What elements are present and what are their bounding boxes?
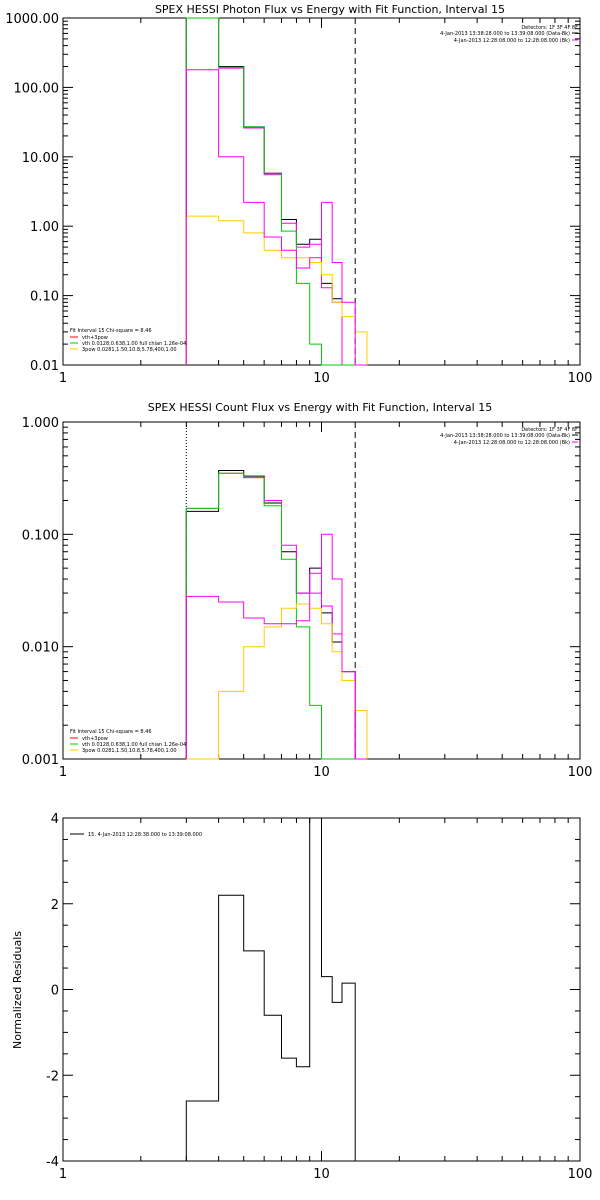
tick-labels: 1 10 100 -4 -2 0 2 4 <box>46 812 592 1182</box>
series-vth <box>185 472 367 760</box>
chart-title: SPEX HESSI Photon Flux vs Energy with Fi… <box>155 3 505 16</box>
series-bk <box>185 533 367 760</box>
fit-legend: Fit Interval 15 Chi-square = 8.46 vth+3p… <box>70 328 186 353</box>
y-tick-label: 0.01 <box>30 359 59 374</box>
series-3pow <box>186 603 368 760</box>
y-tick-label: 0.10 <box>30 290 59 305</box>
y-tick-label: 4 <box>51 812 59 827</box>
x-tick-label: 10 <box>313 765 330 780</box>
x-tick-label: 100 <box>568 765 593 780</box>
series-vth+3pow <box>185 472 367 760</box>
axis-ticks <box>62 421 581 760</box>
fit-label: Fit Interval 15 Chi-square = 8.46 <box>70 328 152 334</box>
pow-params: 3pow 0.0281,1.50,10.8,5.78,400,1.00 <box>82 748 177 754</box>
series-bk <box>185 69 367 366</box>
vth-params: vth 0.0128,0.638,1.00 full chian 1.26e-0… <box>82 742 186 748</box>
reference-lines <box>185 422 356 759</box>
x-tick-label: 1 <box>59 1167 67 1182</box>
x-tick-label: 1 <box>59 371 67 386</box>
detectors-label: Detectors: 1F 3F 4F 8F <box>521 25 578 31</box>
pow-params: 3pow 0.0281,1.50,10.8,5.78,400,1.00 <box>82 347 177 353</box>
fit-func-label: vth+3pow <box>82 335 108 341</box>
interval-label-data: 4-Jan-2013 13:38:28.000 to 13:39:08.000 … <box>440 433 570 439</box>
series-group <box>185 470 368 760</box>
plot-frame <box>62 17 581 366</box>
info-text: Detectors: 1F 3F 4F 8F 4-Jan-2013 13:38:… <box>440 427 578 446</box>
y-tick-label: 100.00 <box>14 81 60 96</box>
y-tick-label: 10.00 <box>22 151 59 166</box>
x-tick-label: 1 <box>59 765 67 780</box>
y-tick-label: 2 <box>51 898 59 913</box>
axis-ticks <box>62 17 581 366</box>
x-tick-label: 10 <box>313 371 330 386</box>
interval-label-bk: 4-Jan-2013 12:28:08.000 to 12:28:08.000 … <box>454 38 570 44</box>
series-vth <box>185 17 367 366</box>
series-group <box>185 817 367 1162</box>
interval-label-data: 4-Jan-2013 13:38:28.000 to 13:39:08.000 … <box>440 31 570 37</box>
residuals-chart: Normalized Residuals 1 10 100 -4 -2 0 2 4 15. 4… <box>11 812 592 1182</box>
x-tick-label: 100 <box>568 1167 593 1182</box>
residual-legend: 15. 4-Jan-2013 12:28:38.000 to 13:39:08.… <box>70 832 202 838</box>
interval-label-bk: 4-Jan-2013 12:28:08.000 to 12:28:08.000 … <box>454 440 570 446</box>
y-tick-label: -2 <box>46 1069 59 1084</box>
fit-legend: Fit Interval 15 Chi-square = 8.46 vth+3p… <box>70 729 186 754</box>
legend-label: 15. 4-Jan-2013 12:28:38.000 to 13:39:08.… <box>88 832 202 838</box>
info-text: Detectors: 1F 3F 4F 8F 4-Jan-2013 13:38:… <box>440 25 578 44</box>
chart-title: SPEX HESSI Count Flux vs Energy with Fit… <box>148 401 492 414</box>
y-tick-label: -4 <box>46 1155 59 1170</box>
x-tick-label: 10 <box>313 1167 330 1182</box>
fit-func-label: vth+3pow <box>82 736 108 742</box>
detectors-label: Detectors: 1F 3F 4F 8F <box>521 427 578 433</box>
series-residuals <box>185 817 367 1162</box>
y-tick-label: 0 <box>51 984 59 999</box>
series-3pow <box>185 215 368 365</box>
tick-labels: 1 10 100 0.01 0.10 1.00 10.00 100.00 1000.00 <box>5 12 592 386</box>
y-tick-label: 1.00 <box>30 220 59 235</box>
tick-labels: 1 10 100 0.001 0.010 0.100 1.000 <box>22 416 593 780</box>
series-group <box>185 17 368 366</box>
y-axis-label: Normalized Residuals <box>11 931 24 1049</box>
photon-flux-chart: SPEX HESSI Photon Flux vs Energy with Fi… <box>5 3 592 386</box>
y-tick-label: 1.000 <box>22 416 59 431</box>
y-tick-label: 0.010 <box>22 641 59 656</box>
y-tick-label: 0.100 <box>22 528 59 543</box>
series-data-bk <box>185 470 367 760</box>
y-tick-label: 0.001 <box>22 753 59 768</box>
axis-ticks <box>62 817 581 1162</box>
vth-params: vth 0.0128,0.638,1.00 full chian 1.26e-0… <box>82 341 186 347</box>
count-flux-chart: SPEX HESSI Count Flux vs Energy with Fit… <box>22 401 593 780</box>
y-tick-label: 1000.00 <box>5 12 59 27</box>
x-tick-label: 100 <box>568 371 593 386</box>
fit-label: Fit Interval 15 Chi-square = 8.46 <box>70 729 152 735</box>
